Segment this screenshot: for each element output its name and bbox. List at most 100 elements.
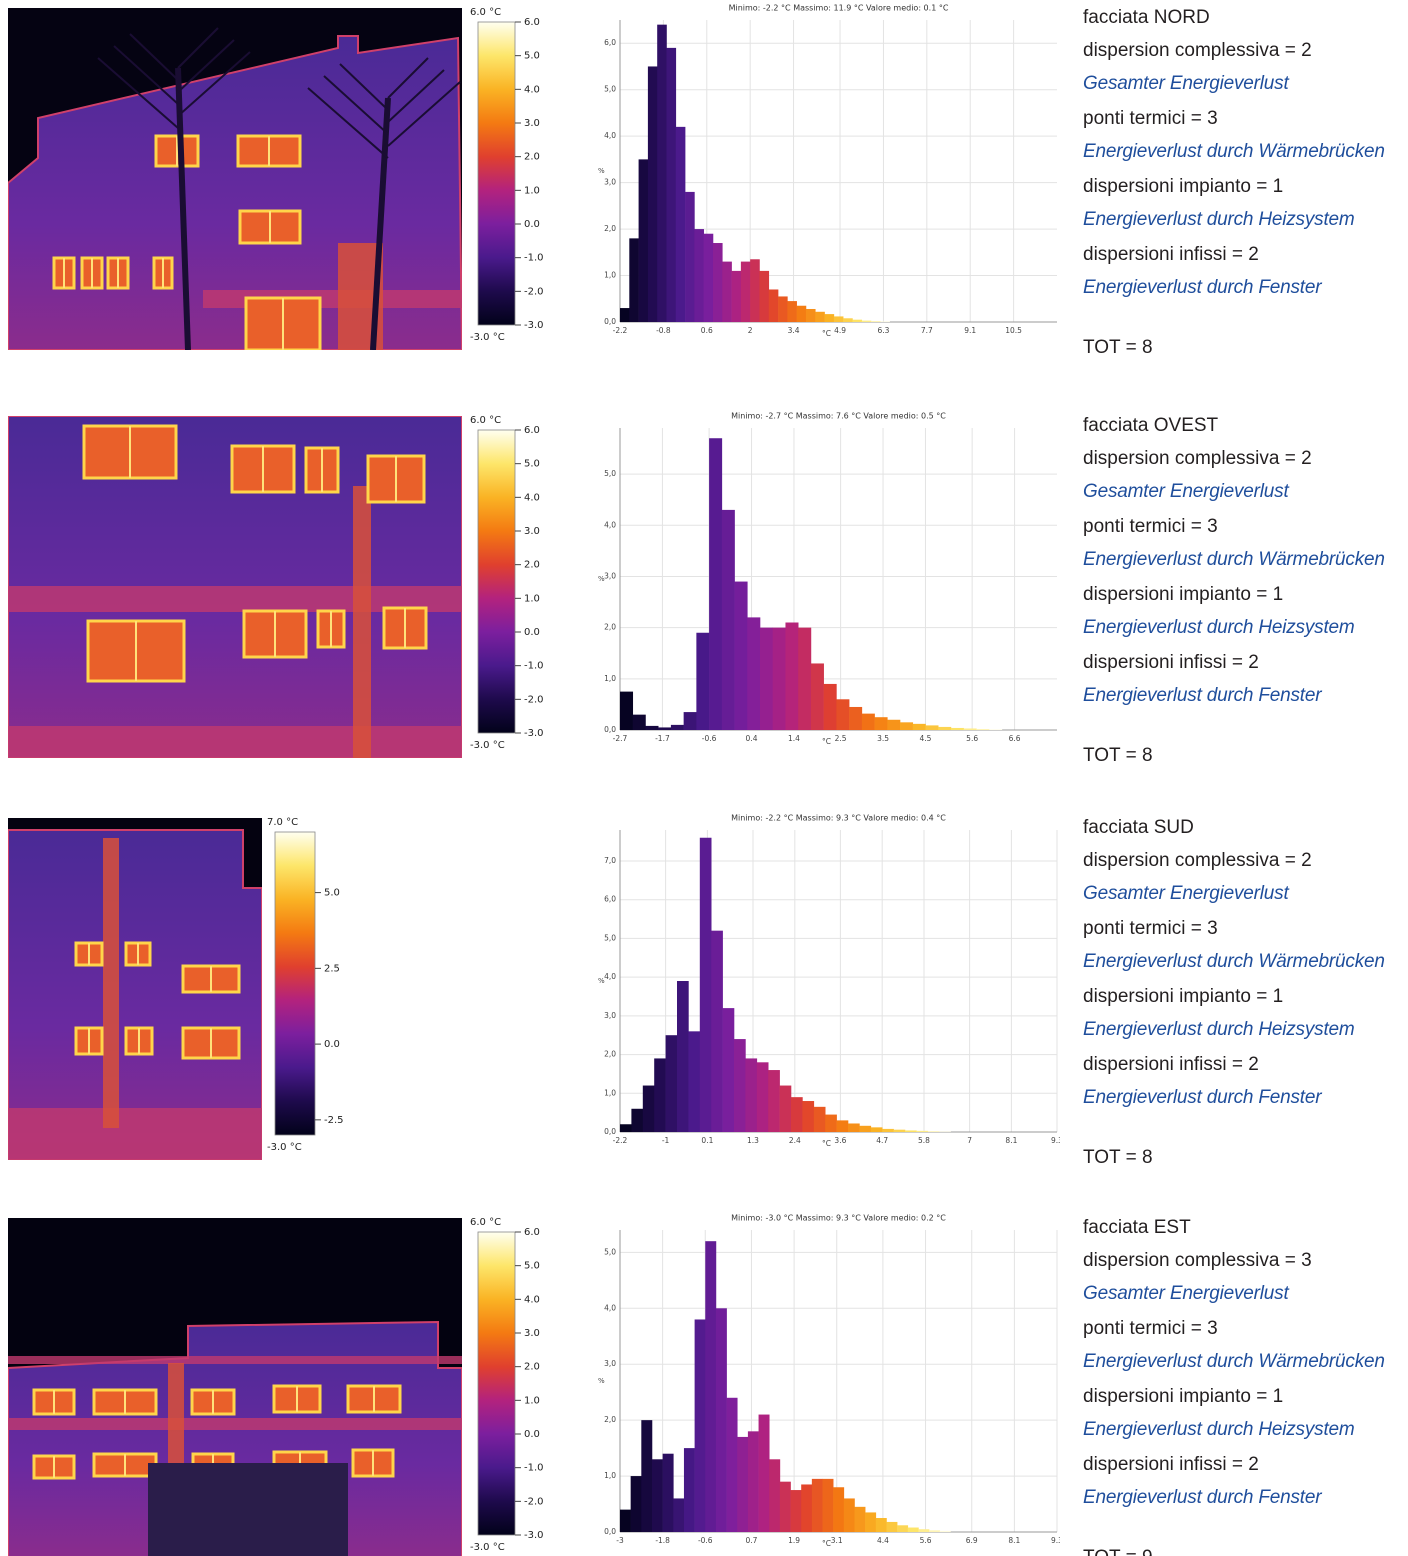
colorbar-tick-label: 2.0 [524,1362,540,1373]
y-tick-label: 2,0 [604,224,616,233]
colorbar-tick-label: 3.0 [524,526,540,537]
colorbar-min-label: -3.0 °C [267,1142,302,1153]
x-tick-label: -2.2 [613,1136,628,1145]
y-tick-label: 3,0 [604,178,616,187]
y-tick-label: 2,0 [604,1050,616,1059]
x-tick-label: -0.6 [702,734,717,743]
histogram-bar [886,1521,898,1532]
histogram-bar [768,289,779,322]
colorbar-max-label: 6.0 °C [470,1217,501,1228]
y-tick-label: 4,0 [604,1303,616,1312]
y-axis-label: % [598,977,605,985]
rating-translation: Energieverlust durch Wärmebrücken [1083,951,1385,972]
rating-label: dispersioni infissi = 2 [1083,652,1259,673]
rating-label: ponti termici = 3 [1083,1318,1218,1339]
rating-label: ponti termici = 3 [1083,108,1218,129]
y-axis-label: % [598,167,605,175]
colorbar-tick-label: -1.0 [524,1463,544,1474]
histogram-bar [905,1130,917,1132]
colorbar-min-label: -3.0 °C [470,740,505,751]
x-tick-label: -1.7 [655,734,670,743]
y-tick-label: 4,0 [604,972,616,981]
x-tick-label: -0.8 [656,326,671,335]
histogram-bar [712,243,723,322]
x-tick-label: 9.3 [1051,1136,1060,1145]
histogram-bar [824,314,835,322]
rating-translation: Energieverlust durch Fenster [1083,277,1322,298]
colorbar-tick-label: 3.0 [524,1328,540,1339]
histogram-bar [938,726,952,730]
rating-translation: Gesamter Energieverlust [1083,883,1289,904]
histogram-bar [798,627,812,730]
thermal-band [8,1108,262,1160]
histogram-bar [620,691,634,730]
chart-title: Minimo: -3.0 °C Massimo: 9.3 °C Valore m… [731,1214,946,1223]
histogram-bar [848,1123,860,1132]
histogram-bar [805,308,816,322]
rating-translation: Energieverlust durch Fenster [1083,685,1322,706]
x-tick-label: 3.6 [834,1136,846,1145]
histogram-bar [699,837,712,1132]
histogram-bar [685,191,695,322]
total-score: TOT = 9 [1083,1541,1405,1556]
histogram-bar [630,1476,642,1532]
colorbar-tick-label: 2.0 [524,152,540,163]
histogram-bar [779,1481,791,1532]
histogram-bar [787,301,797,322]
rating-label: dispersioni impianto = 1 [1083,986,1284,1007]
histogram-bar [907,1527,919,1532]
rating-translation: Energieverlust durch Heizsystem [1083,209,1355,230]
histogram-bar [731,270,742,322]
facade [8,1320,462,1556]
histogram-bar [715,1308,727,1532]
rating-label: dispersioni impianto = 1 [1083,584,1284,605]
histogram-chart: Minimo: -2.7 °C Massimo: 7.6 °C Valore m… [598,412,1057,746]
histogram-bar [632,714,646,730]
histogram-bar [823,683,837,730]
y-tick-label: 0,0 [604,1127,616,1136]
histogram-bar [852,319,863,322]
histogram-bar [651,1459,663,1532]
histogram-bar [631,1108,644,1132]
rating-translation: Energieverlust durch Wärmebrücken [1083,141,1385,162]
colorbar: 6.0 °C -3.0 °C 6.0 5.0 4.0 3.0 2.0 1.0 0.0 -1.0 -2… [470,415,544,751]
colorbar-tick-label: 4.0 [524,84,540,95]
y-tick-label: 5,0 [604,933,616,942]
histogram-bar [665,1035,678,1132]
colorbar-tick-label: -3.0 [524,1530,544,1541]
y-tick-label: 5,0 [604,85,616,94]
x-tick-label: 0.1 [701,1136,713,1145]
histogram-bar [912,723,926,730]
colorbar-tick-label: 5.0 [524,51,540,62]
histogram-bar [810,663,824,730]
facade-notes: facciata NORD dispersion complessiva = 2 G… [1083,1,1405,364]
total-score: TOT = 8 [1083,337,1153,358]
colorbar-min-label: -3.0 °C [470,1542,505,1553]
histogram-bar [801,1484,813,1532]
histogram-bar [758,1414,770,1532]
tree-branch [387,81,461,147]
histogram-bar [638,159,649,322]
x-tick-label: 1.3 [747,1136,759,1145]
histogram-bar [929,1530,941,1532]
x-tick-label: 5.8 [918,1136,930,1145]
histogram-bar [778,296,788,322]
x-tick-label: 0.4 [746,734,758,743]
colorbar-tick-label: -3.0 [524,320,544,331]
y-tick-label: 6,0 [604,895,616,904]
rating-translation: Gesamter Energieverlust [1083,73,1289,94]
y-tick-label: 0,0 [604,1527,616,1536]
x-tick-label: 6.9 [966,1536,978,1545]
y-tick-label: 0,0 [604,317,616,326]
x-tick-label: -3 [616,1536,624,1545]
histogram-chart: Minimo: -2.2 °C Massimo: 9.3 °C Valore m… [598,814,1060,1149]
histogram-bar [772,627,786,730]
chart-title: Minimo: -2.2 °C Massimo: 11.9 °C Valore … [729,4,949,13]
colorbar: 6.0 °C -3.0 °C 6.0 5.0 4.0 3.0 2.0 1.0 0.0 -1.0 -2… [470,1217,544,1553]
histogram-bar [976,728,990,730]
histogram-bar [897,1525,909,1532]
histogram-bar [882,1128,894,1132]
x-tick-label: 2.4 [789,1136,801,1145]
x-tick-label: 4.4 [877,1536,889,1545]
histogram-bar [654,1058,666,1132]
